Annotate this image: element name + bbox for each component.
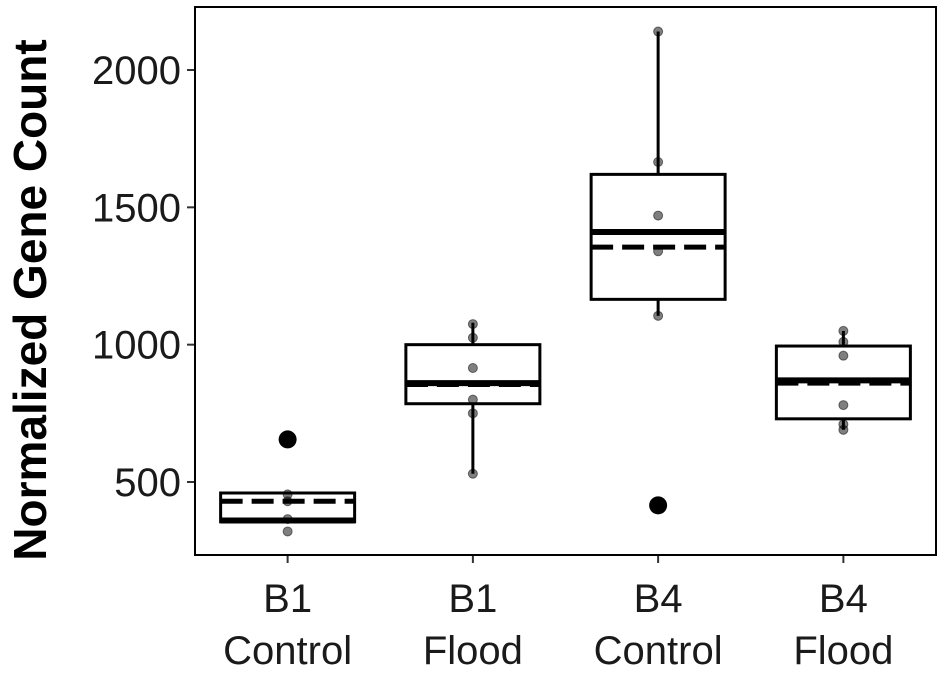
data-point <box>282 514 293 525</box>
x-tick-label-line2: Control <box>223 629 352 673</box>
outlier-point <box>649 496 668 515</box>
data-point <box>838 336 849 347</box>
data-point <box>653 210 664 221</box>
data-point <box>653 26 664 37</box>
data-point <box>653 157 664 168</box>
data-point <box>653 310 664 321</box>
x-tick-labels: B1 Control B1 Flood B4 Control B4 Flood <box>223 577 893 673</box>
box-groups <box>219 26 912 537</box>
x-tick-label-line2: Flood <box>793 629 893 673</box>
x-tick-label-line2: Flood <box>423 629 523 673</box>
box-group <box>219 430 357 537</box>
data-point <box>282 489 293 500</box>
tick-marks <box>187 69 845 563</box>
y-tick-label: 2000 <box>92 49 181 93</box>
x-tick-label-line1: B1 <box>448 577 497 621</box>
box-group <box>589 26 727 515</box>
y-tick-label: 1500 <box>92 186 181 230</box>
plot-panel-border <box>194 6 937 556</box>
data-point <box>467 319 478 330</box>
data-point <box>467 363 478 374</box>
data-point <box>467 468 478 479</box>
x-tick-label-line1: B4 <box>819 577 868 621</box>
data-point <box>838 350 849 361</box>
data-point <box>467 394 478 405</box>
y-axis-title: Normalized Gene Count <box>4 39 56 560</box>
data-point <box>467 332 478 343</box>
x-tick-label-line1: B4 <box>634 577 683 621</box>
x-tick-label-line1: B1 <box>263 577 312 621</box>
data-point <box>838 400 849 411</box>
y-tick-label: 500 <box>114 461 181 505</box>
box-group <box>774 325 912 435</box>
y-tick-label: 1000 <box>92 324 181 368</box>
outlier-point <box>278 430 297 449</box>
data-point <box>838 419 849 430</box>
data-point <box>838 325 849 336</box>
box-iqr <box>589 172 727 301</box>
box-group <box>404 319 542 479</box>
x-tick-label-line2: Control <box>594 629 723 673</box>
y-tick-labels: 500 1000 1500 2000 <box>92 49 181 505</box>
data-point <box>653 246 664 257</box>
data-point <box>467 408 478 419</box>
data-point <box>282 526 293 537</box>
